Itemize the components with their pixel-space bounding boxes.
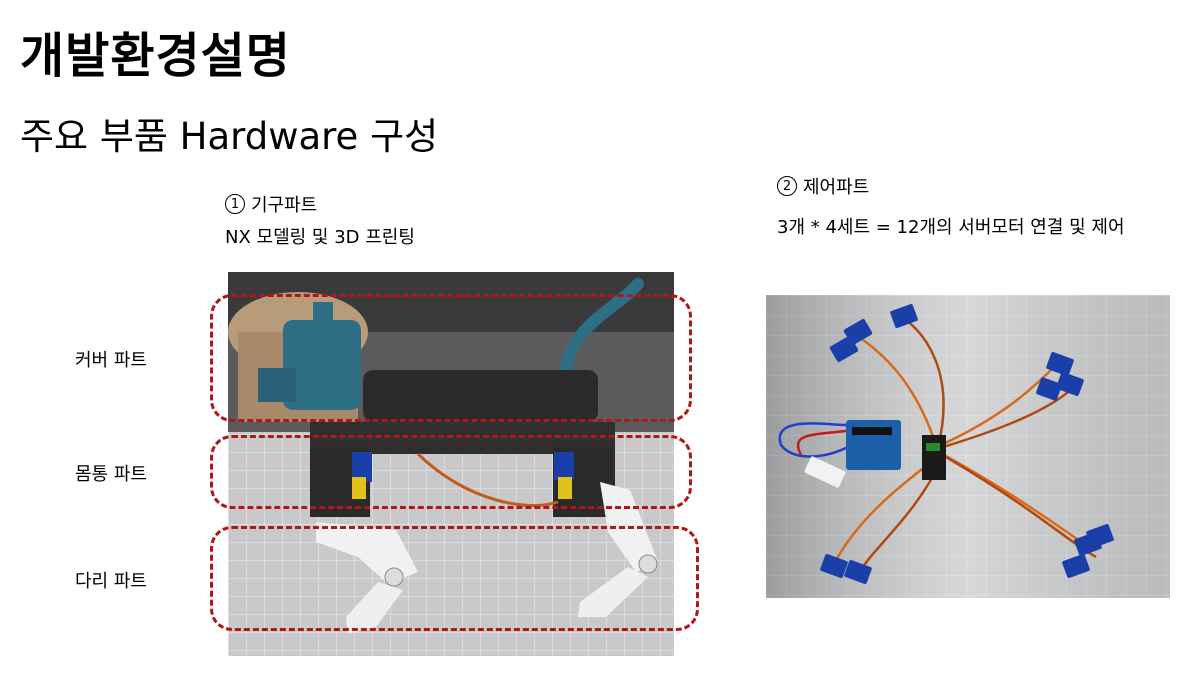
control-board-photo [766,295,1170,598]
page-subtitle: 주요 부품 Hardware 구성 [20,115,439,158]
section1-heading-text: 기구파트 [251,195,318,216]
part-label-leg: 다리 파트 [75,571,147,592]
section2-number: 2 [777,176,797,196]
body-part-highlight [210,435,692,509]
section2-heading: 2 제어파트 [777,173,869,199]
robot-dog-photo [228,272,674,656]
leg-part-highlight [210,526,699,631]
cover-part-highlight [210,294,692,422]
section1-number: 1 [225,194,245,214]
section1-heading: 1 기구파트 [225,191,317,217]
page-title: 개발환경설명 [20,28,291,84]
part-label-body: 몸통 파트 [75,464,147,485]
section1-description: NX 모델링 및 3D 프린팅 [225,227,415,248]
part-label-cover: 커버 파트 [75,350,147,371]
section2-description: 3개 * 4세트 = 12개의 서버모터 연결 및 제어 [777,217,1125,238]
section2-heading-text: 제어파트 [803,177,870,198]
